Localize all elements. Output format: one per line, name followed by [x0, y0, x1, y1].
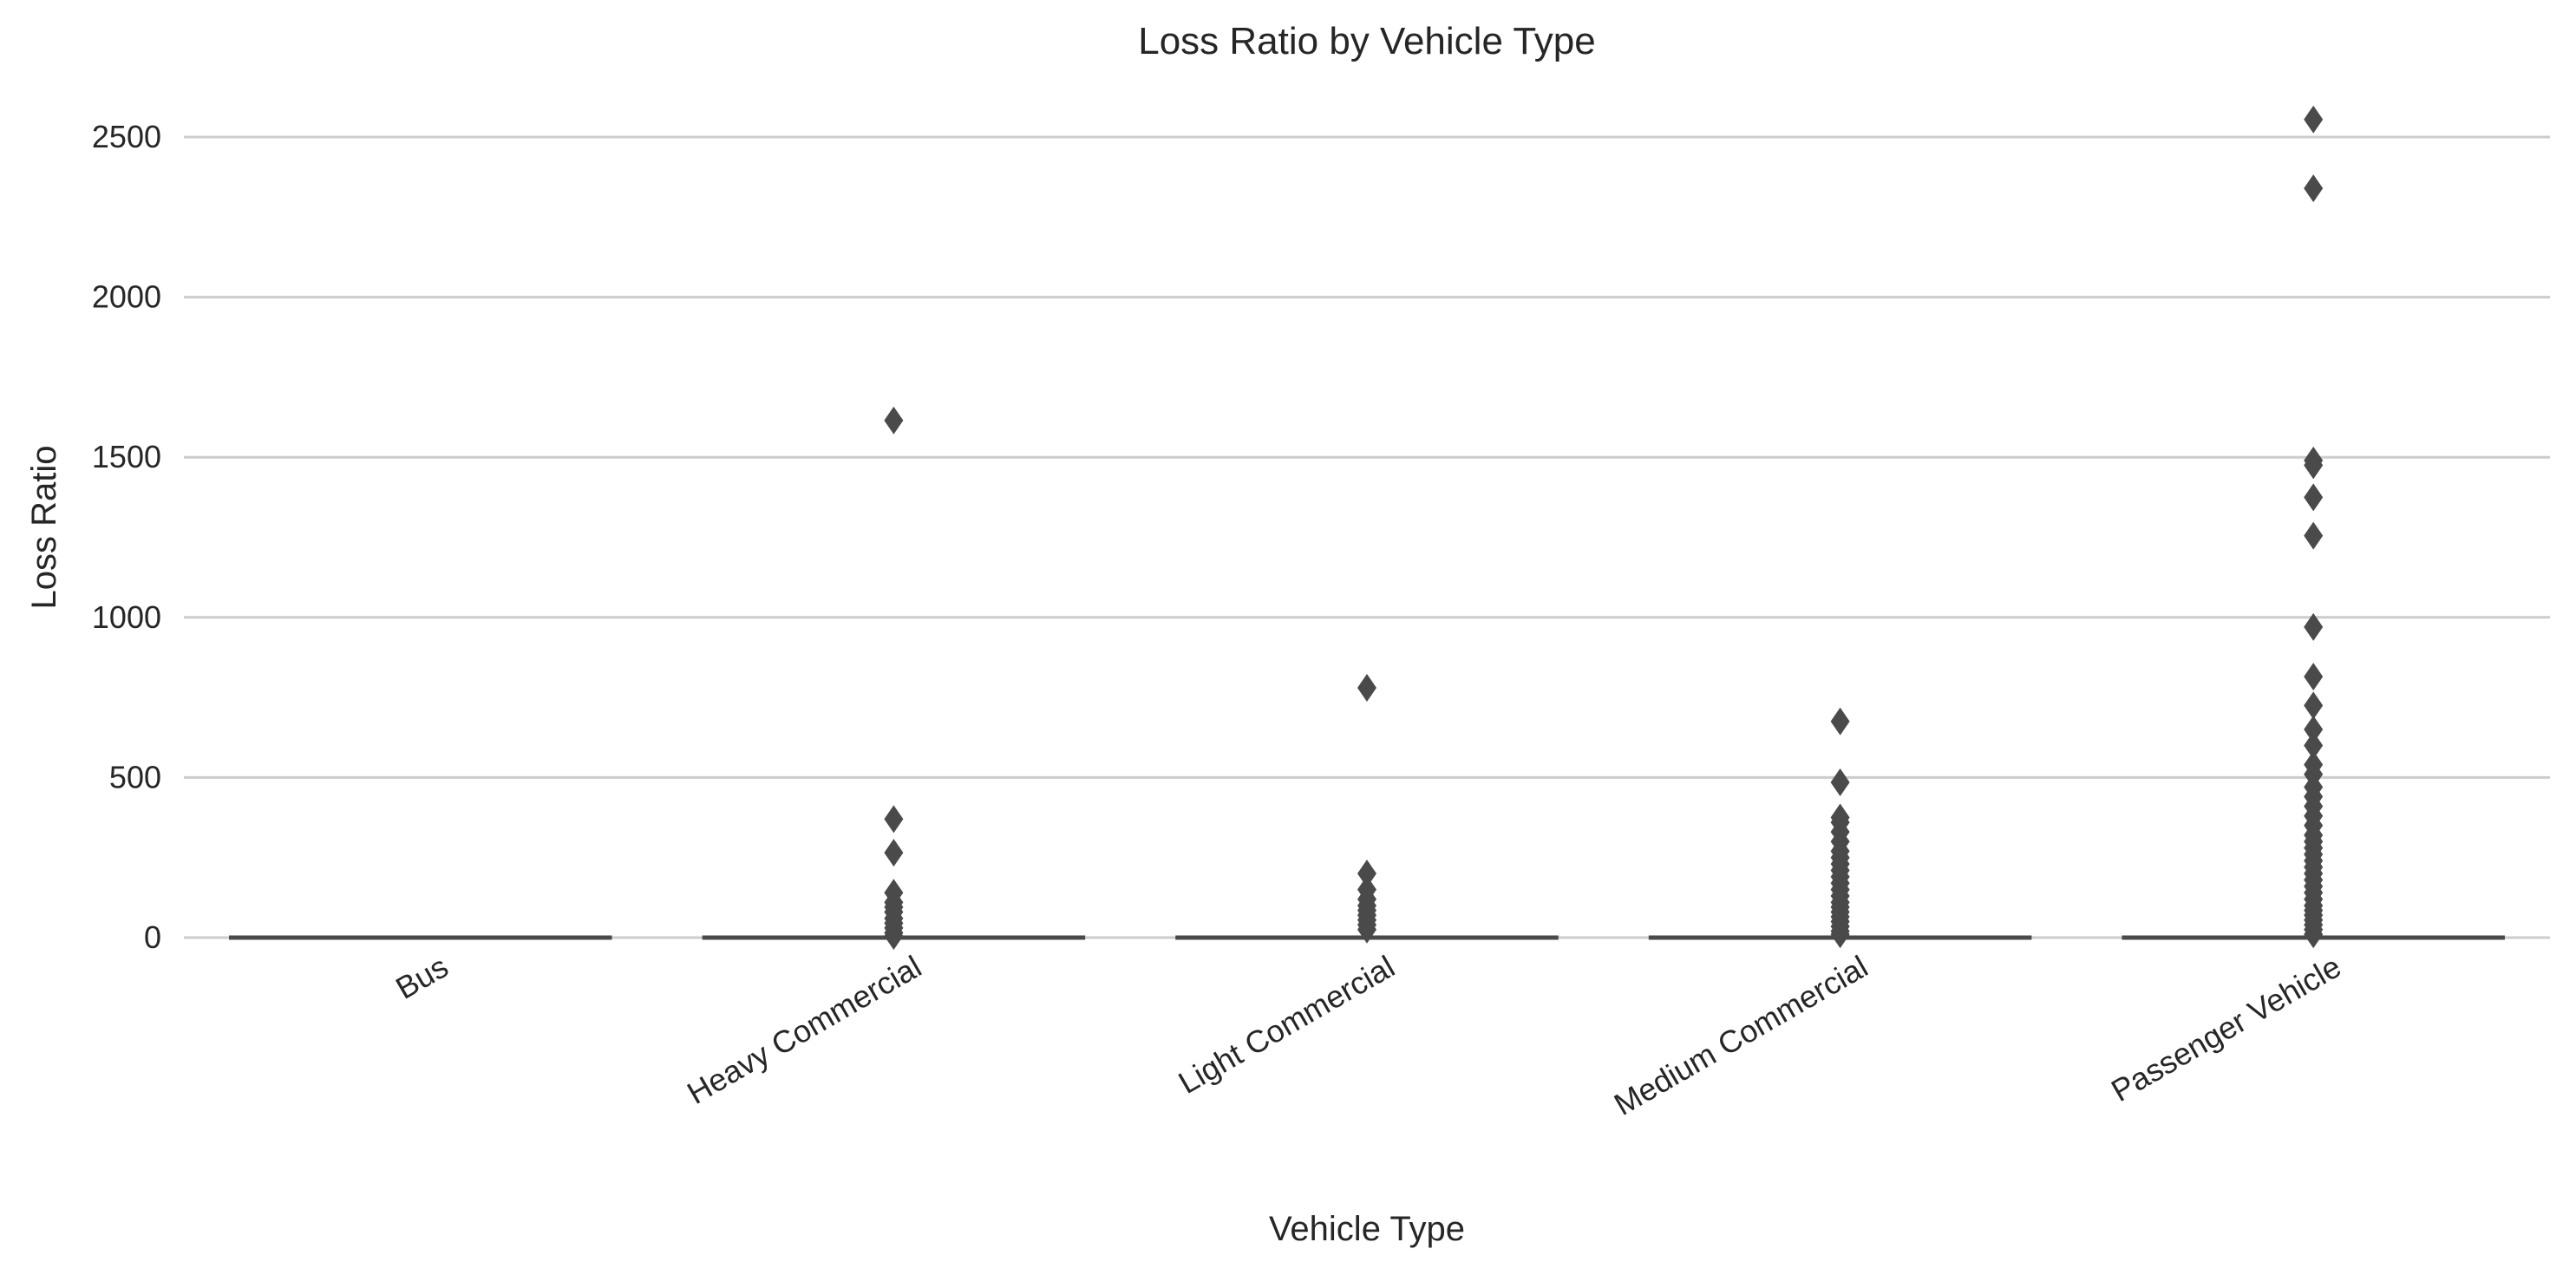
- x-axis-label: Vehicle Type: [1269, 1210, 1465, 1248]
- y-tick-labels: 0 500 1000 1500 2000 2500: [92, 119, 161, 955]
- outlier-point: [2304, 483, 2324, 512]
- box-group: [2122, 105, 2505, 949]
- y-tick-label: 1500: [92, 439, 161, 474]
- x-tick-label: Bus: [389, 948, 454, 1006]
- outlier-point: [1830, 920, 1850, 949]
- y-tick-label: 2000: [92, 279, 161, 315]
- outlier-point: [884, 839, 904, 867]
- outlier-point: [884, 406, 904, 435]
- outlier-point: [1830, 707, 1850, 736]
- x-tick-labels: Bus Heavy Commercial Light Commercial Mediu…: [389, 948, 2347, 1122]
- y-tick-label: 1000: [92, 599, 161, 635]
- outlier-point: [1830, 768, 1850, 796]
- chart-title: Loss Ratio by Vehicle Type: [1138, 20, 1596, 62]
- outlier-point: [2304, 521, 2324, 550]
- outlier-point: [884, 922, 904, 951]
- grid-layer: [184, 135, 2550, 939]
- outlier-point: [2304, 920, 2324, 949]
- x-tick-label: Light Commercial: [1173, 948, 1401, 1101]
- x-tick-label: Medium Commercial: [1608, 948, 1873, 1122]
- outlier-point: [2304, 663, 2324, 691]
- x-tick-label: Heavy Commercial: [681, 948, 927, 1111]
- outlier-point: [2304, 612, 2324, 641]
- outlier-point: [2304, 105, 2324, 134]
- outlier-point: [1357, 674, 1376, 703]
- outlier-point: [2304, 716, 2324, 744]
- boxes-layer: [229, 105, 2505, 951]
- box-group: [1648, 707, 2032, 949]
- outlier-point: [2304, 451, 2324, 480]
- outlier-point: [1357, 915, 1376, 944]
- y-tick-label: 0: [144, 919, 161, 955]
- outlier-point: [1357, 860, 1376, 888]
- y-axis-label: Loss Ratio: [25, 446, 63, 610]
- box-group: [702, 406, 1086, 951]
- y-tick-label: 2500: [92, 119, 161, 154]
- outlier-point: [884, 805, 904, 834]
- y-tick-label: 500: [109, 759, 161, 794]
- outlier-point: [2304, 174, 2324, 203]
- box-group: [1175, 674, 1559, 944]
- outlier-point: [2304, 731, 2324, 760]
- x-tick-label: Passenger Vehicle: [2105, 948, 2347, 1108]
- outlier-point: [2304, 691, 2324, 720]
